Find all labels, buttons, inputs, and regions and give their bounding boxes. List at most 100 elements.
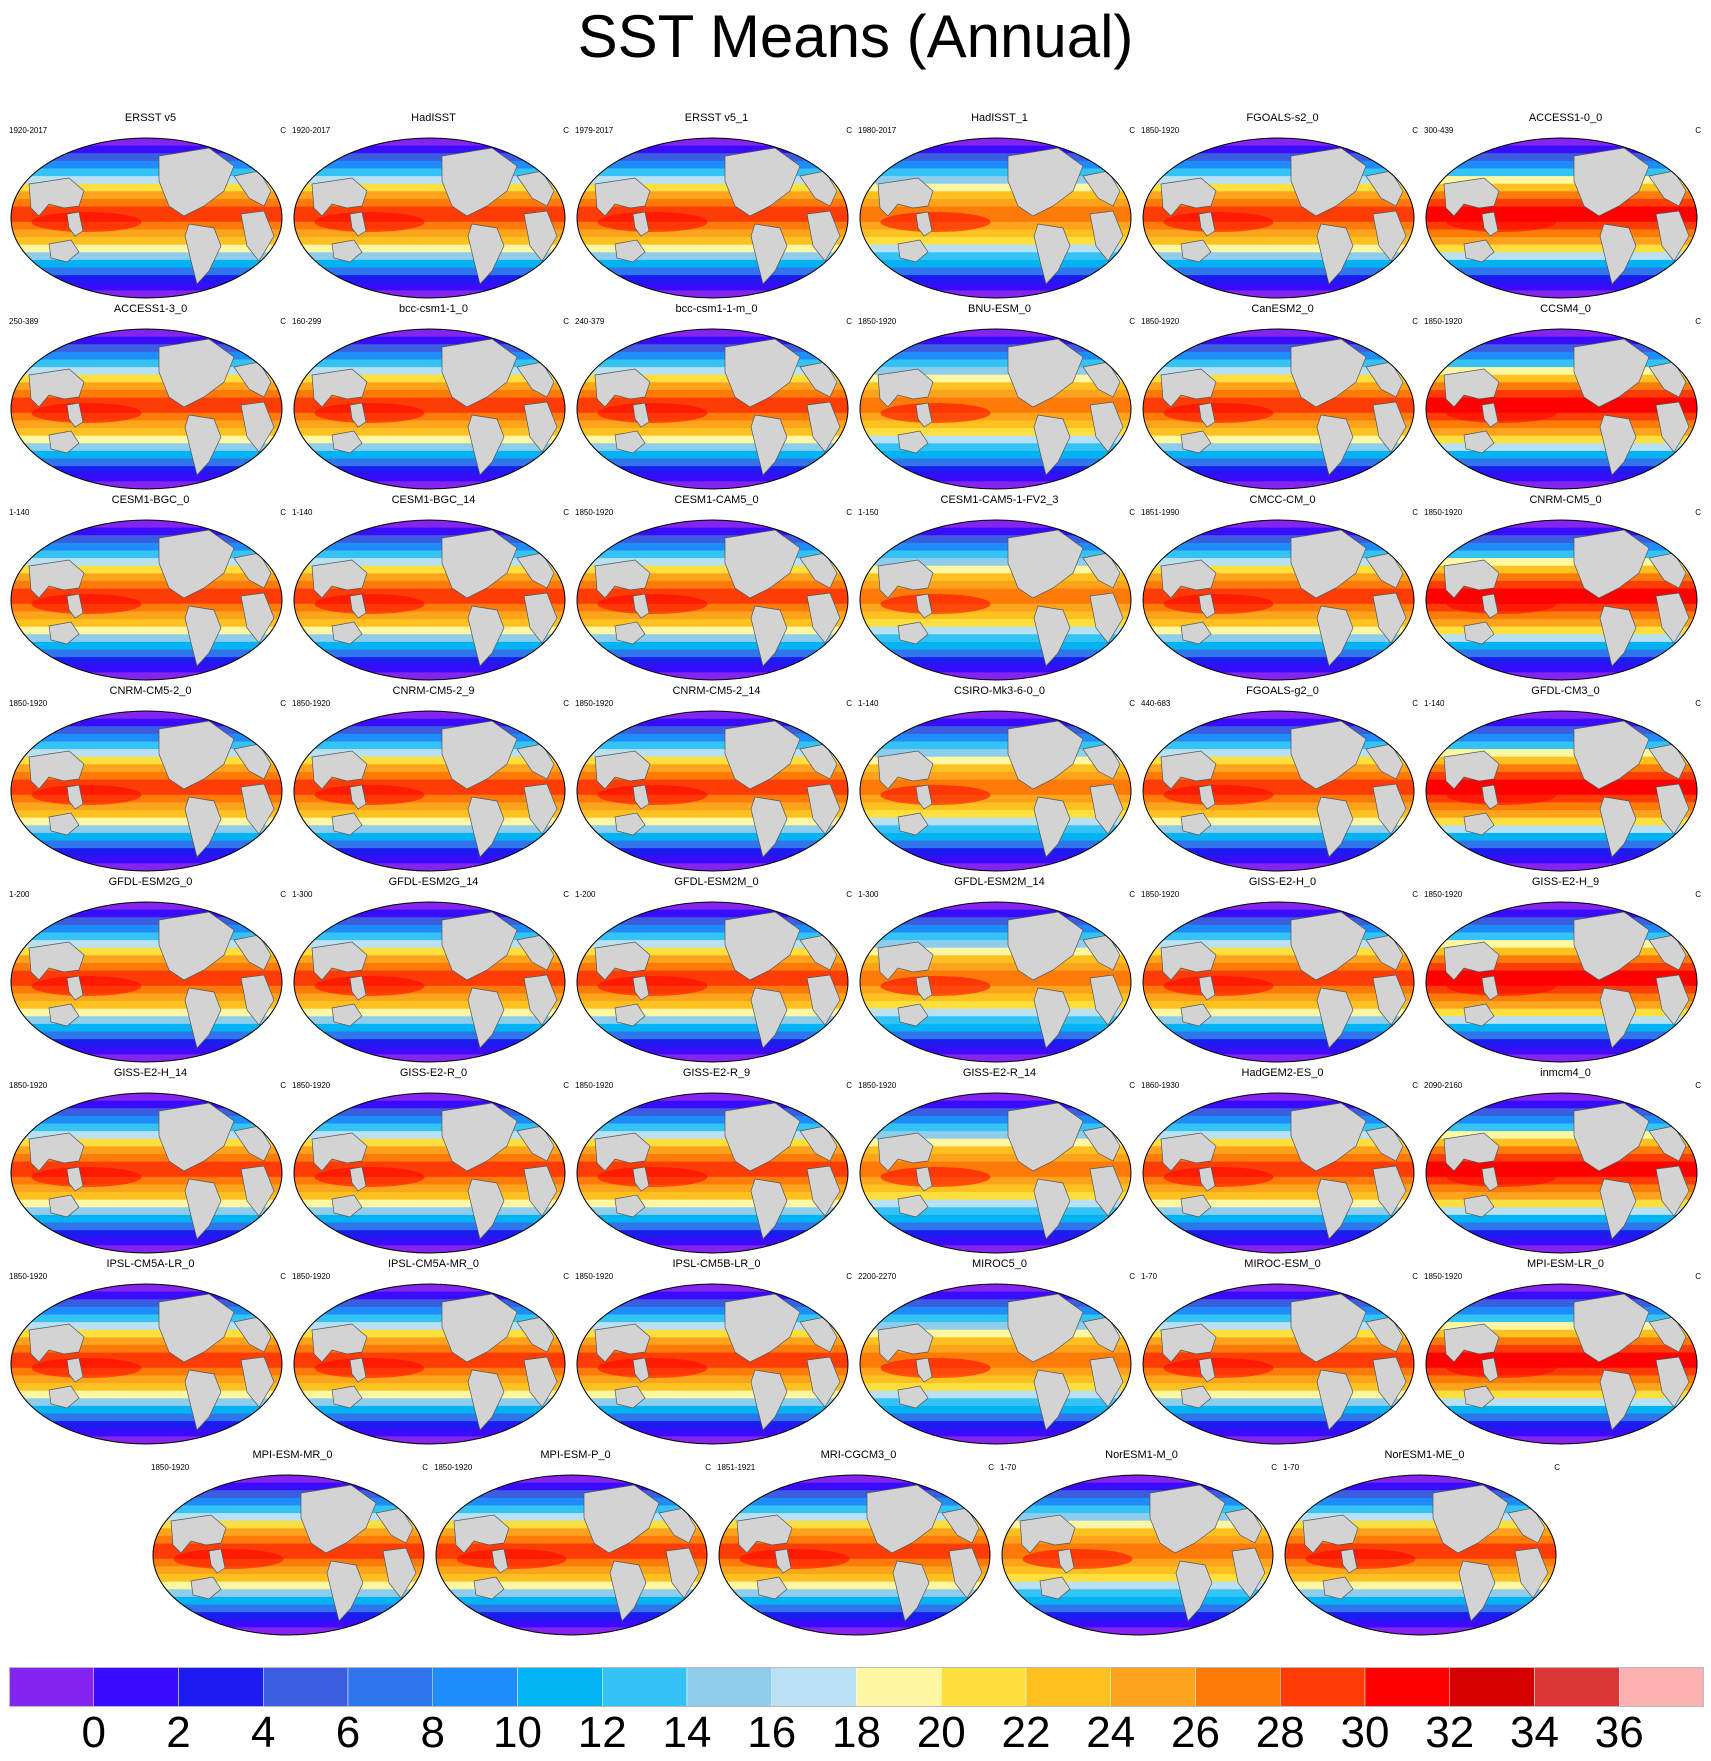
sst-band: [11, 1001, 282, 1010]
sst-band: [860, 1337, 1131, 1346]
sst-map: [859, 519, 1132, 681]
sst-band: [860, 435, 1131, 444]
sst-band: [719, 1520, 990, 1529]
sst-band: [1426, 711, 1697, 720]
colorbar-tick-label: 22: [1001, 1708, 1051, 1757]
warm-pool: [314, 976, 425, 996]
sst-band: [577, 1322, 848, 1331]
sst-band: [860, 259, 1131, 269]
sst-band: [11, 382, 282, 391]
panel-title: MPI-ESM-MR_0: [252, 1449, 333, 1461]
panel-units: C: [1129, 1272, 1135, 1281]
sst-band: [1426, 237, 1697, 246]
sst-band: [577, 932, 848, 941]
land-mass: [190, 1576, 222, 1600]
panel-title: MRI-CGCM3_0: [820, 1449, 897, 1461]
sst-band: [1426, 825, 1697, 834]
sst-band: [1426, 290, 1697, 298]
land-mass: [806, 1165, 841, 1217]
sst-band: [1426, 764, 1697, 773]
sst-band: [577, 1016, 848, 1025]
panel-title: GISS-E2-H_9: [1531, 876, 1600, 888]
map-panel: CESM1-BGC_0 1-140 C: [9, 494, 292, 684]
sst-band: [1426, 336, 1697, 345]
sst-band: [1285, 1581, 1556, 1590]
sst-band: [860, 787, 1131, 796]
map-panel: GISS-E2-R_9 1850-1920 C: [575, 1067, 858, 1257]
land-mass: [1057, 1548, 1075, 1574]
sst-band: [860, 1023, 1131, 1033]
sst-band: [1426, 382, 1697, 391]
sst-band: [1143, 1207, 1414, 1216]
land-mass: [1365, 743, 1404, 780]
land-mass: [1082, 1316, 1121, 1353]
map-panel: HadISST 1920-2017 C: [292, 112, 575, 302]
sst-band: [294, 794, 565, 804]
panel-units: C: [1271, 1463, 1277, 1472]
sst-band: [719, 1497, 990, 1507]
panel-units: C: [1554, 1463, 1560, 1472]
sst-band: [1143, 1299, 1414, 1308]
map-panel: CESM1-CAM5_0 1850-1920 C: [575, 494, 858, 684]
sst-band: [1143, 1199, 1414, 1208]
panel-units: C: [846, 699, 852, 708]
land-mass: [1372, 210, 1407, 262]
sst-band: [11, 535, 282, 544]
sst-band: [1426, 558, 1697, 567]
sst-band: [294, 1245, 565, 1253]
land-mass: [1655, 1165, 1690, 1217]
sst-band: [11, 290, 282, 298]
map-panel: MPI-ESM-P_0 1850-1920 C: [434, 1449, 717, 1639]
sst-map: [1001, 1474, 1274, 1636]
land-mass: [1648, 934, 1687, 971]
sst-band: [1426, 619, 1697, 628]
sst-band: [860, 1192, 1131, 1201]
sst-band: [1002, 1497, 1273, 1507]
sst-band: [11, 756, 282, 765]
sst-band: [436, 1558, 707, 1568]
sst-band: [577, 802, 848, 811]
sst-band: [11, 1093, 282, 1102]
sst-band: [1426, 756, 1697, 765]
warm-pool: [173, 1549, 284, 1569]
sst-band: [1426, 1390, 1697, 1399]
sst-band: [1426, 1398, 1697, 1407]
sst-band: [860, 443, 1131, 452]
sst-band: [860, 542, 1131, 552]
panel-units: C: [846, 126, 852, 135]
sst-band: [11, 1131, 282, 1140]
map-outline: [859, 1092, 1132, 1254]
sst-band: [11, 603, 282, 613]
map-outline: [10, 1283, 283, 1445]
panel-units: C: [280, 1081, 286, 1090]
sst-band: [436, 1475, 707, 1484]
sst-band: [294, 138, 565, 147]
sst-band: [1426, 183, 1697, 192]
sst-band: [1143, 1100, 1414, 1109]
land-mass: [1180, 239, 1212, 263]
land-mass: [594, 177, 651, 217]
land-mass: [1180, 621, 1212, 645]
sst-band: [719, 1627, 990, 1635]
land-mass: [614, 1194, 646, 1218]
land-mass: [877, 368, 934, 408]
colorbar-swatch: [1364, 1667, 1450, 1707]
land-mass: [158, 338, 235, 408]
sst-band: [1426, 244, 1697, 253]
panel-period: 1850-1920: [292, 1272, 331, 1281]
land-mass: [349, 975, 367, 1001]
sst-map: [1425, 901, 1698, 1063]
land-mass: [467, 223, 505, 285]
land-mass: [614, 1003, 646, 1027]
panel-title: GFDL-ESM2M_0: [674, 876, 759, 888]
sst-band: [11, 183, 282, 192]
sst-band: [860, 573, 1131, 582]
panel-period: 1-300: [858, 890, 879, 899]
land-mass: [1007, 1293, 1084, 1363]
sst-band: [1143, 940, 1414, 949]
panel-units: C: [1695, 699, 1701, 708]
sst-band: [1143, 191, 1414, 200]
sst-band: [1426, 1322, 1697, 1331]
sst-band: [860, 1291, 1131, 1300]
sst-band: [577, 1398, 848, 1407]
